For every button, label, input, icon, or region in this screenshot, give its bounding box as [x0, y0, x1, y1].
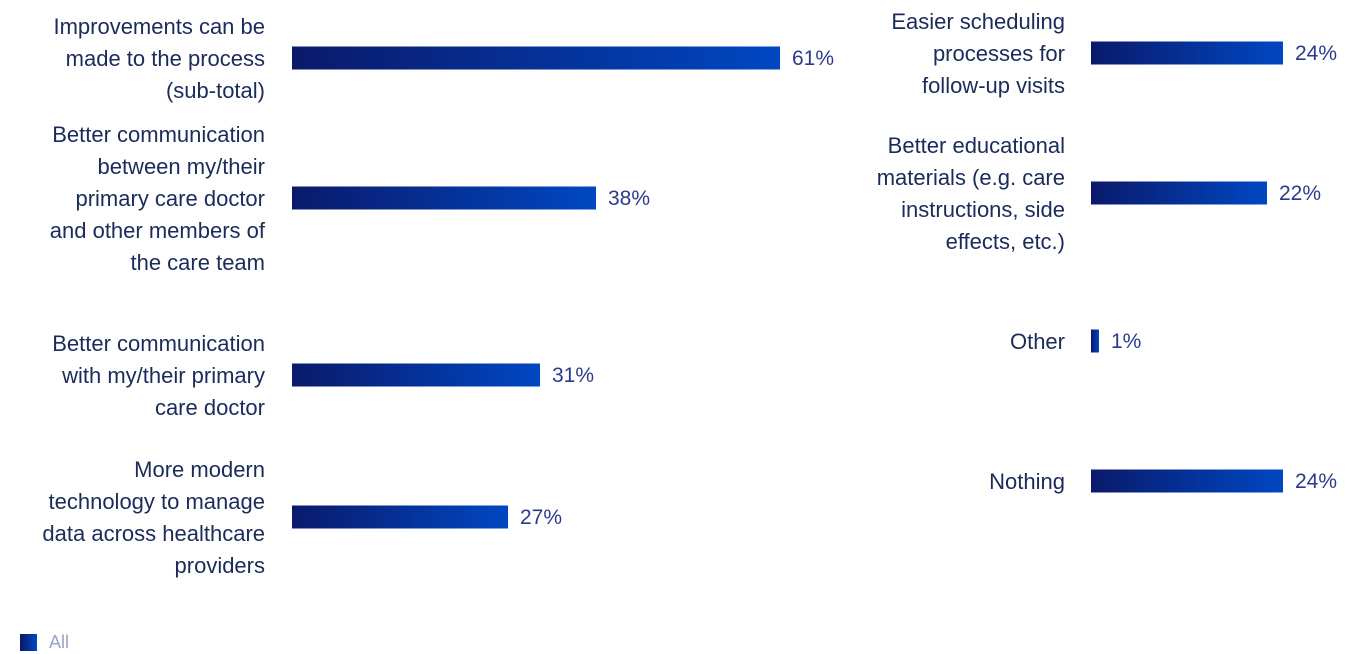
bar: [292, 186, 596, 210]
value-label: 61%: [792, 47, 834, 70]
category-label: Improvements can be made to the process (s…: [53, 14, 265, 103]
bar: [1091, 181, 1267, 205]
value-label: 31%: [552, 364, 594, 387]
category-label: Easier scheduling processes for follow-up …: [891, 9, 1065, 98]
legend: All: [20, 632, 70, 652]
value-label: 22%: [1279, 182, 1321, 205]
value-label: 24%: [1295, 470, 1337, 493]
category-label: Other: [1010, 329, 1065, 354]
category-label: Better communication between my/their prim…: [50, 122, 266, 275]
value-label: 27%: [520, 506, 562, 529]
bar: [1091, 41, 1283, 65]
legend-swatch: [20, 634, 37, 651]
bar: [1091, 329, 1099, 353]
category-label: More modern technology to manage data acro…: [42, 457, 265, 578]
category-label: Better communication with my/their primar…: [52, 331, 265, 420]
bar: [1091, 469, 1283, 493]
bar: [292, 505, 508, 529]
bar: [292, 363, 540, 387]
value-label: 24%: [1295, 42, 1337, 65]
bar: [292, 46, 780, 70]
category-label: Nothing: [989, 469, 1065, 494]
value-label: 38%: [608, 187, 650, 210]
category-label: Better educational materials (e.g. care in…: [877, 133, 1065, 254]
legend-label: All: [49, 632, 70, 652]
value-label: 1%: [1111, 330, 1141, 353]
